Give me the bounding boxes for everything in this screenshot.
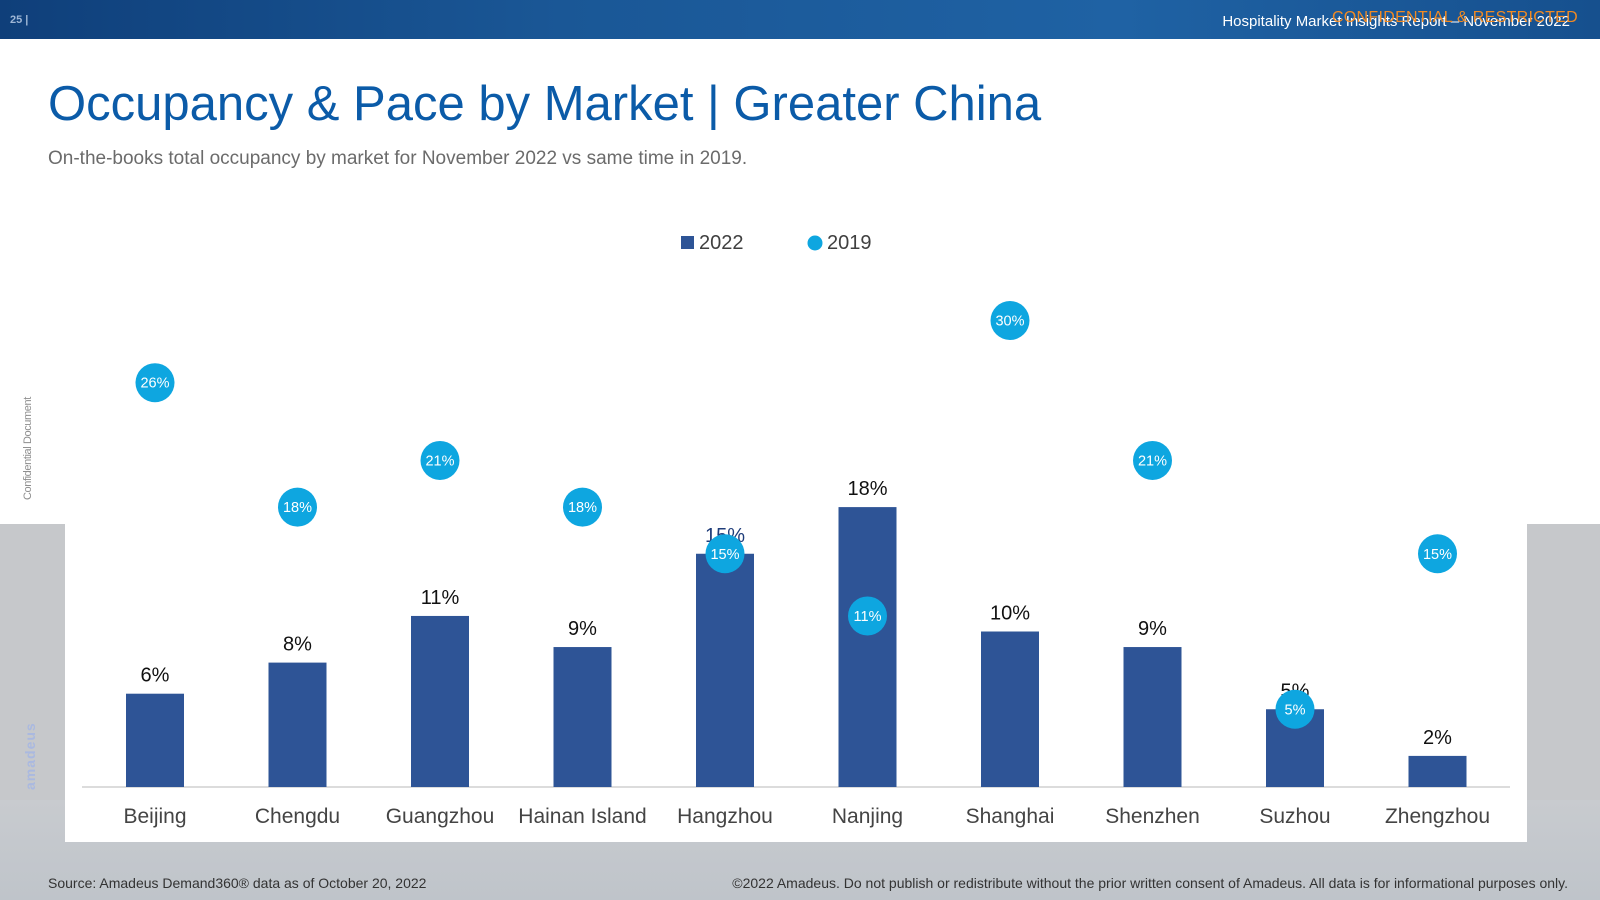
page-subtitle: On-the-books total occupancy by market f… (48, 148, 748, 169)
marker-2019-beijing (135, 363, 175, 403)
confidential-label: CONFIDENTIAL & RESTRICTED (1331, 9, 1578, 26)
copyright-note: ©2022 Amadeus. Do not publish or redistr… (732, 875, 1568, 891)
marker-2019-suzhou (1275, 689, 1315, 729)
report-title: Hospitality Market Insights Report – Nov… (1222, 13, 1570, 30)
x-tick-zhengzhou: Zhengzhou (1385, 805, 1490, 828)
marker-label-shanghai: 30% (995, 314, 1024, 330)
marker-2019-guangzhou (420, 440, 460, 480)
bar-2022-beijing (126, 693, 184, 787)
bar-2022-chengdu (268, 662, 327, 787)
x-tick-hangzhou: Hangzhou (677, 805, 773, 828)
bar-label-shanghai: 10% (990, 603, 1030, 625)
x-tick-shenzhen: Shenzhen (1105, 805, 1200, 828)
marker-label-guangzhou: 21% (425, 453, 454, 469)
legend-swatch-2019 (807, 235, 823, 251)
legend-label-2019: 2019 (827, 232, 872, 254)
x-tick-chengdu: Chengdu (255, 805, 340, 828)
page-number: 25 | (10, 14, 29, 26)
x-tick-nanjing: Nanjing (832, 805, 903, 828)
bar-label-zhengzhou: 2% (1423, 727, 1452, 749)
x-tick-guangzhou: Guangzhou (386, 805, 495, 828)
bar-label-beijing: 6% (141, 665, 170, 687)
bar-label-hainan-island: 9% (568, 618, 597, 640)
marker-label-hainan-island: 18% (568, 500, 597, 516)
bar-label-guangzhou: 11% (421, 587, 460, 609)
bar-label-shenzhen: 9% (1138, 618, 1167, 640)
bar-2022-guangzhou (411, 615, 469, 787)
marker-2019-hainan-island (563, 487, 602, 527)
x-tick-suzhou: Suzhou (1259, 805, 1330, 828)
marker-label-shenzhen: 21% (1138, 453, 1167, 469)
marker-2019-shanghai (990, 301, 1030, 340)
bar-2022-hangzhou (696, 553, 754, 787)
marker-2019-shenzhen (1133, 440, 1172, 480)
bar-2022-shanghai (981, 631, 1039, 787)
marker-2019-chengdu (278, 487, 317, 527)
marker-2019-hangzhou (705, 534, 745, 574)
marker-label-nanjing: 11% (854, 609, 882, 625)
marker-label-suzhou: 5% (1285, 702, 1306, 718)
bar-2022-shenzhen (1123, 647, 1182, 787)
legend-swatch-2022 (681, 236, 694, 249)
bar-2022-zhengzhou (1408, 755, 1467, 787)
source-note: Source: Amadeus Demand360® data as of Oc… (48, 875, 427, 891)
bar-2022-hainan-island (553, 647, 612, 787)
marker-2019-nanjing (848, 596, 887, 636)
bar-label-nanjing: 18% (847, 478, 887, 500)
bar-2022-nanjing (838, 507, 897, 787)
x-tick-hainan-island: Hainan Island (518, 805, 646, 828)
marker-label-hangzhou: 15% (710, 547, 739, 563)
marker-2019-zhengzhou (1418, 534, 1457, 574)
marker-label-zhengzhou: 15% (1423, 547, 1452, 563)
header-bar: 25 | Hospitality Market Insights Report … (0, 0, 1600, 39)
marker-label-beijing: 26% (140, 376, 169, 392)
legend-label-2022: 2022 (699, 232, 744, 254)
bar-label-chengdu: 8% (283, 634, 312, 656)
x-tick-beijing: Beijing (123, 805, 186, 828)
page-title: Occupancy & Pace by Market | Greater Chi… (48, 77, 1042, 131)
x-tick-shanghai: Shanghai (966, 805, 1055, 828)
marker-label-chengdu: 18% (283, 500, 312, 516)
